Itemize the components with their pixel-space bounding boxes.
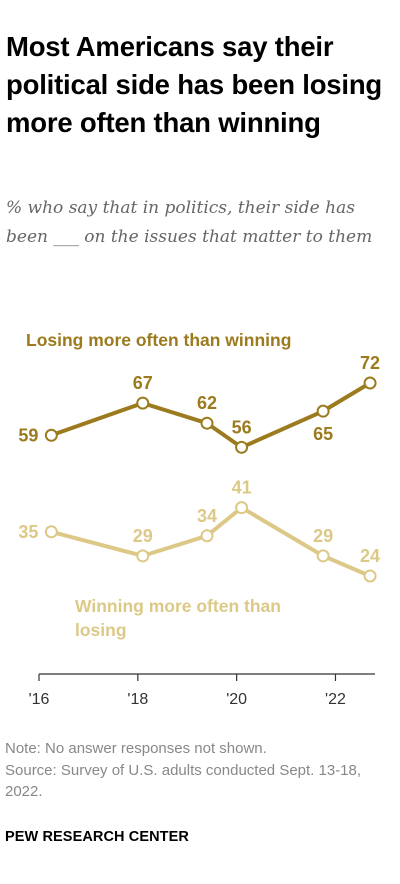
series-line-1 xyxy=(49,505,373,578)
footer-note: Note: No answer responses not shown. xyxy=(5,740,267,757)
data-label: 56 xyxy=(232,417,252,437)
footer-source: Source: Survey of U.S. adults conducted … xyxy=(5,761,362,801)
data-point xyxy=(136,396,150,410)
series-label-losing: Losing more often than winning xyxy=(26,330,291,350)
x-tick-label: '18 xyxy=(127,691,148,708)
x-tick-label: '16 xyxy=(29,691,50,708)
data-label: 34 xyxy=(197,506,217,526)
x-tick-label: '20 xyxy=(226,691,247,708)
series-group: 59 67 62 56 65 72 35 29 34 41 29 24 xyxy=(18,353,380,583)
data-point xyxy=(235,501,249,515)
data-label: 35 xyxy=(18,522,38,542)
series-line-0 xyxy=(49,381,373,450)
data-point xyxy=(44,525,58,539)
chart-footer: Note: No answer responses not shown. Sou… xyxy=(5,738,395,803)
data-label: 29 xyxy=(313,526,333,546)
data-point xyxy=(235,440,249,454)
data-label: 62 xyxy=(197,393,217,413)
line-chart: 59 67 62 56 65 72 35 29 34 41 29 24 Losing more oft… xyxy=(18,330,380,708)
data-point xyxy=(316,404,330,418)
brand-logo-text: PEW RESEARCH CENTER xyxy=(5,829,189,845)
data-point xyxy=(200,416,214,430)
data-point xyxy=(44,428,58,442)
data-point xyxy=(200,529,214,543)
data-label: 41 xyxy=(232,478,252,498)
data-label: 65 xyxy=(313,424,333,444)
data-label: 59 xyxy=(18,425,38,445)
data-point xyxy=(363,569,377,583)
chart-title: Most Americans say their political side … xyxy=(6,31,383,138)
x-tick-label: '22 xyxy=(325,691,346,708)
data-point xyxy=(316,549,330,563)
data-point xyxy=(136,549,150,563)
data-point xyxy=(363,376,377,390)
data-label: 29 xyxy=(133,526,153,546)
x-axis: '16 '18 '20 '22 xyxy=(29,673,375,708)
series-label-winning: Winning more often than losing xyxy=(75,596,286,640)
data-label: 72 xyxy=(360,353,380,373)
data-label: 24 xyxy=(360,546,380,566)
data-label: 67 xyxy=(133,373,153,393)
chart-subtitle: % who say that in politics, their side h… xyxy=(6,198,373,247)
